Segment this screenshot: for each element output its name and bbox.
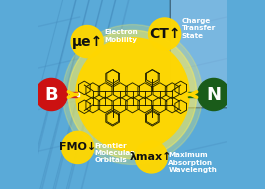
- Circle shape: [198, 78, 230, 111]
- Circle shape: [35, 78, 67, 111]
- Circle shape: [62, 131, 94, 163]
- FancyArrow shape: [69, 92, 77, 97]
- FancyArrow shape: [77, 93, 79, 96]
- Text: N: N: [206, 85, 221, 104]
- Circle shape: [149, 18, 181, 50]
- Circle shape: [71, 26, 103, 58]
- Text: CT↑: CT↑: [149, 27, 180, 41]
- Circle shape: [68, 30, 197, 159]
- Text: λmax↑: λmax↑: [130, 152, 173, 162]
- Text: Maximum
Absorption
Wavelength: Maximum Absorption Wavelength: [169, 152, 217, 173]
- Circle shape: [135, 141, 167, 173]
- Text: FMO↓: FMO↓: [59, 143, 96, 152]
- Circle shape: [63, 25, 202, 164]
- Text: Electron
Mobility: Electron Mobility: [104, 29, 138, 43]
- Text: B: B: [45, 85, 58, 104]
- FancyArrow shape: [188, 93, 190, 96]
- Text: Charge
Transfer
State: Charge Transfer State: [182, 18, 216, 39]
- Text: Frontier
Molecular
Orbitals: Frontier Molecular Orbitals: [95, 143, 135, 163]
- FancyArrow shape: [188, 92, 196, 97]
- Text: μe↑: μe↑: [72, 35, 103, 49]
- Circle shape: [76, 38, 189, 151]
- FancyBboxPatch shape: [170, 0, 231, 108]
